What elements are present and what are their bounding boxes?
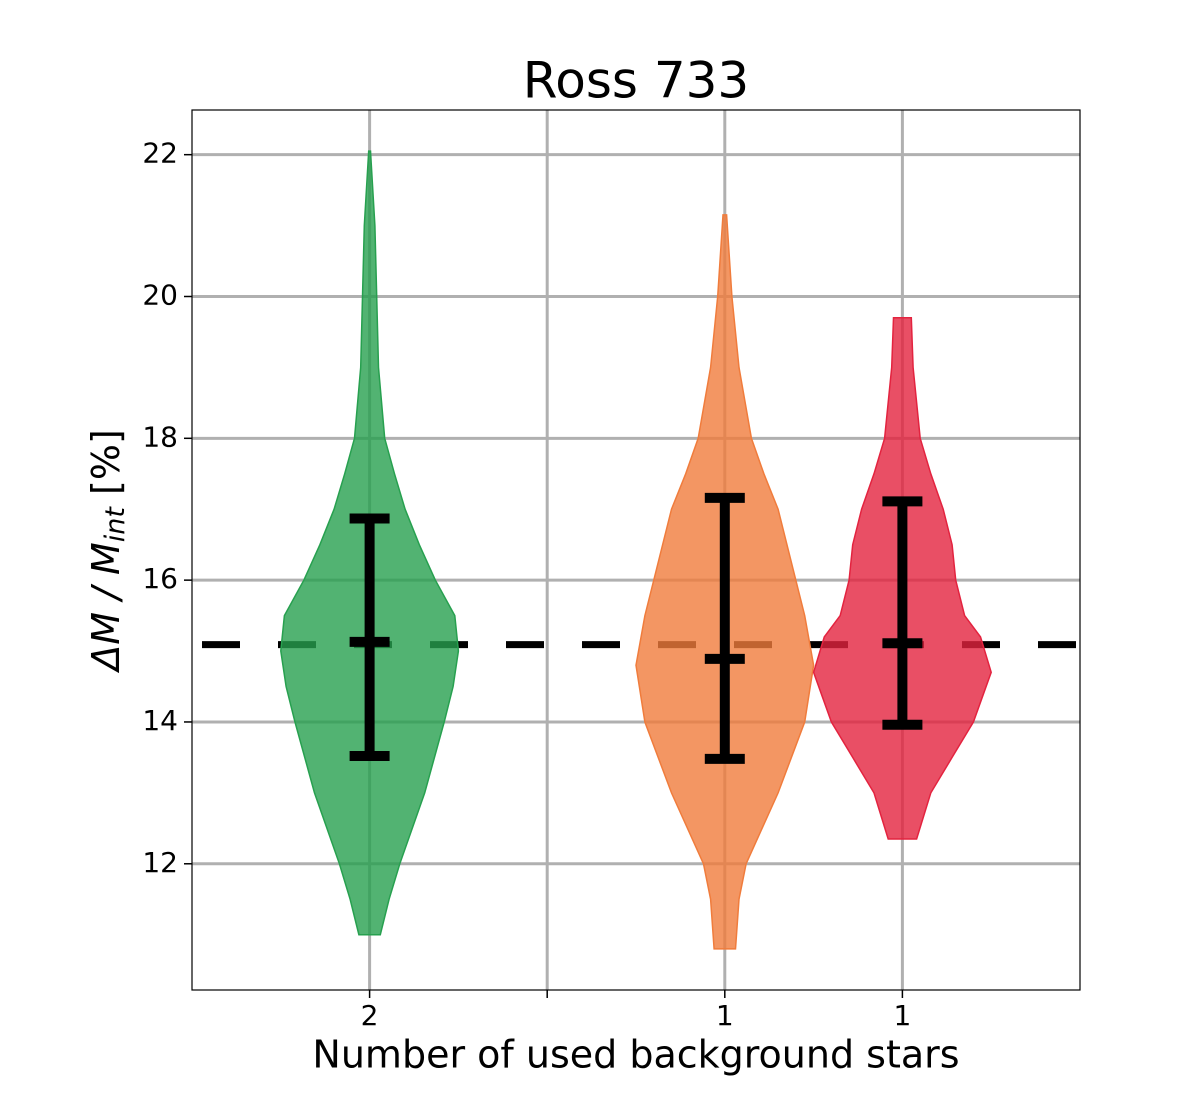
y-tick-label: 18 [142, 420, 178, 453]
plot-frame [191, 109, 1081, 991]
y-tick-label: 22 [142, 137, 178, 170]
x-tick-label: 1 [716, 999, 734, 1032]
y-label-main: ΔM / M [84, 542, 128, 674]
y-label-unit: [%] [84, 429, 128, 507]
chart-title: Ross 733 [523, 52, 750, 110]
y-axis-label: ΔM / Mint [%] [84, 429, 131, 674]
x-tick-label: 1 [893, 999, 911, 1032]
y-tick-label: 20 [142, 278, 178, 311]
y-label-sub: int [100, 506, 131, 543]
x-tick-label: 2 [361, 999, 379, 1032]
y-tick-label: 14 [142, 704, 178, 737]
y-tick-label: 16 [142, 562, 178, 595]
y-tick-label: 12 [142, 846, 178, 879]
x-axis-label: Number of used background stars [312, 1033, 959, 1077]
